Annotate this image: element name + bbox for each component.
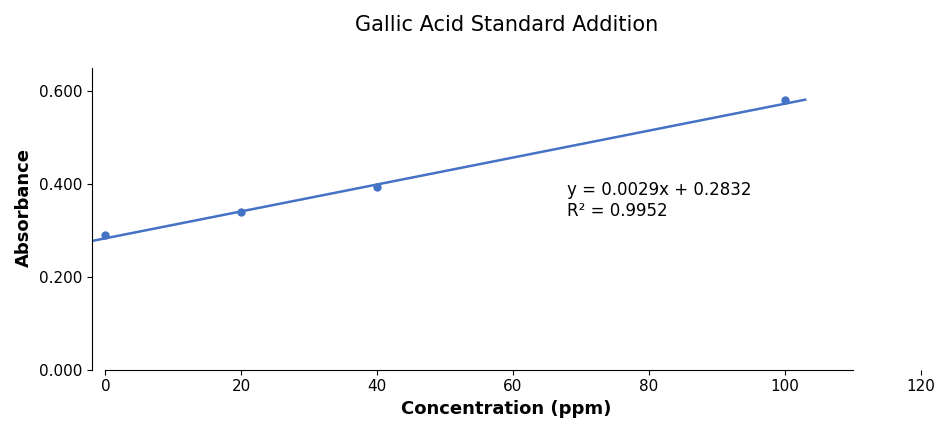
Point [234,208,249,215]
Title: Gallic Acid Standard Addition: Gallic Acid Standard Addition [354,15,657,35]
Point [370,184,385,191]
Point [777,97,792,103]
Point [98,232,113,239]
Text: y = 0.0029x + 0.2832
R² = 0.9952: y = 0.0029x + 0.2832 R² = 0.9952 [567,181,751,220]
Y-axis label: Absorbance: Absorbance [15,148,33,267]
X-axis label: Concentration (ppm): Concentration (ppm) [401,400,612,418]
